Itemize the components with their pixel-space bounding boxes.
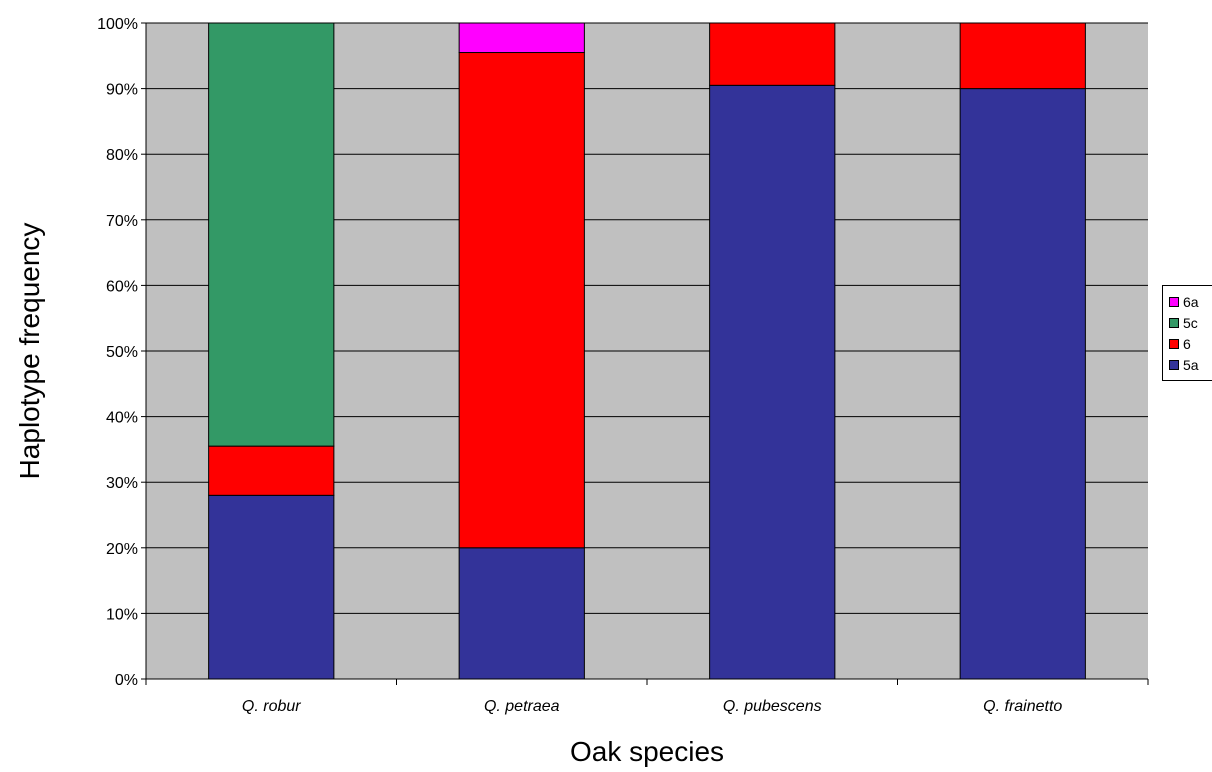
legend-swatch bbox=[1169, 318, 1179, 328]
bar-segment-5a bbox=[709, 84, 836, 680]
x-tick-label: Q. robur bbox=[242, 698, 301, 715]
bar-segment-5a bbox=[458, 547, 585, 680]
bar-segment-6a bbox=[458, 22, 585, 54]
y-tick-label: 80% bbox=[106, 147, 138, 164]
legend-label: 5c bbox=[1183, 315, 1198, 331]
y-tick-label: 40% bbox=[106, 410, 138, 427]
legend-item-5a: 5a bbox=[1169, 355, 1199, 375]
x-tick-label: Q. pubescens bbox=[723, 698, 822, 715]
legend-label: 5a bbox=[1183, 357, 1199, 373]
x-axis-title: Oak species bbox=[569, 736, 725, 767]
y-tick-label: 20% bbox=[106, 541, 138, 558]
legend-swatch bbox=[1169, 360, 1179, 370]
bar-segment-5a bbox=[208, 494, 335, 680]
legend-item-6: 6 bbox=[1169, 334, 1191, 354]
y-tick-label: 70% bbox=[106, 213, 138, 230]
y-tick-label: 10% bbox=[106, 606, 138, 623]
legend-swatch bbox=[1169, 297, 1179, 307]
y-tick-label: 90% bbox=[106, 82, 138, 99]
bar-segment-5a bbox=[959, 88, 1086, 680]
x-tick-label: Q. frainetto bbox=[983, 698, 1062, 715]
y-tick-label: 50% bbox=[106, 344, 138, 361]
legend: 6a 5c 6 5a bbox=[1162, 285, 1212, 381]
bar-segment-6 bbox=[709, 22, 836, 86]
legend-label: 6a bbox=[1183, 294, 1199, 310]
y-axis-ticks: 0% 10% 20% 30% 40% 50% 60% 70% 80% 90% 100% bbox=[97, 16, 146, 689]
legend-label: 6 bbox=[1183, 336, 1191, 352]
y-tick-label: 30% bbox=[106, 475, 138, 492]
bar-segment-6 bbox=[458, 52, 585, 549]
legend-swatch bbox=[1169, 339, 1179, 349]
legend-item-6a: 6a bbox=[1169, 292, 1199, 312]
legend-item-5c: 5c bbox=[1169, 313, 1198, 333]
y-axis-title: Haplotype frequency bbox=[14, 222, 45, 480]
y-tick-label: 100% bbox=[97, 16, 138, 33]
x-axis-ticks: Q. robur Q. petraea Q. pubescens Q. frainet… bbox=[145, 679, 1149, 715]
bar-segment-6 bbox=[208, 445, 335, 496]
y-tick-label: 60% bbox=[106, 278, 138, 295]
x-tick-label: Q. petraea bbox=[484, 698, 560, 715]
bar-segment-5c bbox=[208, 22, 335, 447]
bars bbox=[208, 22, 1086, 680]
bar-segment-6 bbox=[959, 22, 1086, 90]
y-tick-label: 0% bbox=[115, 672, 138, 689]
